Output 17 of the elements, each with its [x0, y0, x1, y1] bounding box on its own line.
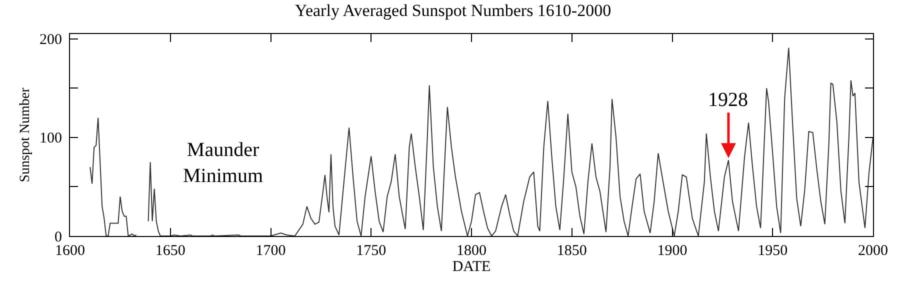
y-tick-label: 0 — [54, 229, 62, 246]
x-tick-label: 1900 — [657, 243, 688, 259]
y-tick-label: 200 — [40, 32, 62, 48]
x-tick-label: 1700 — [256, 243, 286, 259]
x-tick-label: 1800 — [456, 243, 486, 259]
y-axis-title: Sunspot Number — [18, 87, 34, 182]
x-tick-label: 2000 — [858, 243, 888, 259]
chart-title: Yearly Averaged Sunspot Numbers 1610-2000 — [294, 1, 612, 20]
x-tick-label: 1650 — [155, 243, 186, 259]
x-axis-title: DATE — [452, 259, 491, 275]
x-tick-label: 1750 — [356, 243, 386, 259]
x-tick-label: 1600 — [55, 243, 85, 259]
x-tick-label: 1950 — [758, 243, 788, 259]
annotation: 1928 — [708, 89, 748, 111]
x-tick-label: 1850 — [556, 243, 587, 259]
annotation: Maunder Minimum — [183, 139, 264, 187]
y-tick-label: 100 — [40, 130, 62, 147]
